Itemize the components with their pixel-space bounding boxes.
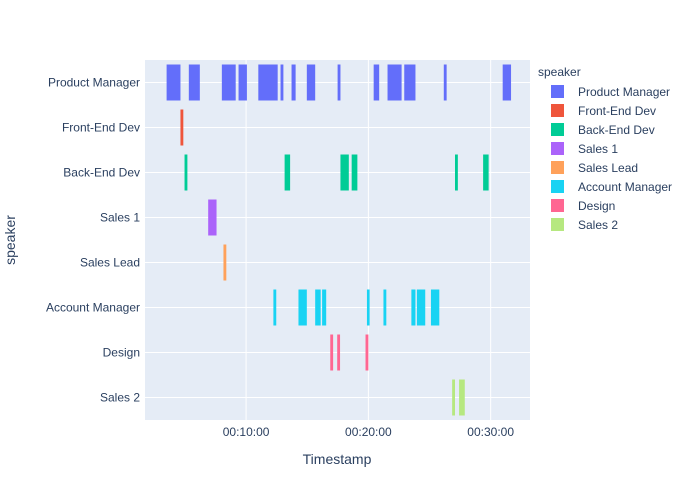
- legend-item-label: Sales 2: [578, 218, 618, 232]
- timeline-bar: [411, 289, 416, 326]
- y-axis-title: speaker: [2, 215, 18, 265]
- legend-item-label: Sales 1: [578, 142, 618, 156]
- legend-item-label: Front-End Dev: [578, 104, 656, 118]
- y-tick-label: Design: [103, 346, 140, 360]
- timeline-bar: [184, 154, 188, 191]
- timeline-bar: [238, 64, 247, 101]
- legend-swatch: [551, 180, 564, 193]
- timeline-bar: [188, 64, 200, 101]
- timeline-bar: [223, 244, 227, 281]
- x-axis-title: Timestamp: [303, 451, 372, 467]
- y-tick-label: Sales Lead: [80, 256, 140, 270]
- y-tick-label: Sales 1: [100, 211, 140, 225]
- legend-title: speaker: [538, 65, 581, 79]
- timeline-bar: [258, 64, 278, 101]
- legend-item-label: Design: [578, 199, 615, 213]
- timeline-bar: [322, 289, 327, 326]
- y-tick-label: Account Manager: [46, 301, 140, 315]
- timeline-bar: [365, 334, 369, 371]
- timeline-bar: [273, 289, 277, 326]
- timeline-bar: [416, 289, 426, 326]
- timeline-bar: [430, 289, 440, 326]
- timeline-bar: [337, 64, 341, 101]
- timeline-bars: [166, 64, 512, 416]
- legend-swatch: [551, 104, 564, 117]
- timeline-bar: [166, 64, 181, 101]
- x-tick-labels: 00:10:00 00:20:00 00:30:00: [223, 425, 515, 439]
- timeline-bar: [291, 64, 296, 101]
- timeline-bar: [459, 379, 465, 416]
- legend: speaker Product Manager Front-End Dev Back…: [538, 65, 672, 232]
- timeline-bar: [443, 64, 447, 101]
- timeline-bar: [351, 154, 358, 191]
- x-tick-label: 00:10:00: [223, 425, 270, 439]
- legend-item-label: Account Manager: [578, 180, 672, 194]
- timeline-bar: [284, 154, 291, 191]
- timeline-bar: [298, 289, 307, 326]
- timeline-bar: [315, 289, 321, 326]
- y-tick-labels: Product Manager Front-End Dev Back-End Dev…: [46, 76, 140, 405]
- legend-item-label: Product Manager: [578, 85, 670, 99]
- y-tick-label: Back-End Dev: [63, 166, 140, 180]
- timeline-bar: [280, 64, 284, 101]
- legend-item-label: Sales Lead: [578, 161, 638, 175]
- timeline-bar: [330, 334, 334, 371]
- y-tick-label: Sales 2: [100, 391, 140, 405]
- legend-swatch: [551, 142, 564, 155]
- timeline-bar: [452, 379, 455, 416]
- timeline-bar: [502, 64, 512, 101]
- y-tick-label: Product Manager: [48, 76, 140, 90]
- legend-swatch: [551, 161, 564, 174]
- timeline-bar: [221, 64, 236, 101]
- y-tick-label: Front-End Dev: [62, 121, 140, 135]
- legend-item-label: Back-End Dev: [578, 123, 655, 137]
- timeline-bar: [483, 154, 489, 191]
- x-tick-label: 00:30:00: [467, 425, 514, 439]
- legend-swatch: [551, 199, 564, 212]
- legend-swatch: [551, 123, 564, 136]
- legend-swatch: [551, 218, 564, 231]
- timeline-bar: [306, 64, 316, 101]
- timeline-bar: [366, 289, 370, 326]
- timeline-bar: [454, 154, 458, 191]
- timeline-bar: [208, 199, 217, 236]
- legend-swatch: [551, 85, 564, 98]
- timeline-bar: [180, 109, 184, 146]
- timeline-bar: [337, 334, 341, 371]
- timeline-bar: [387, 64, 402, 101]
- timeline-bar: [373, 64, 380, 101]
- timeline-bar: [404, 64, 416, 101]
- x-tick-label: 00:20:00: [345, 425, 392, 439]
- timeline-bar: [383, 289, 387, 326]
- timeline-bar: [340, 154, 349, 191]
